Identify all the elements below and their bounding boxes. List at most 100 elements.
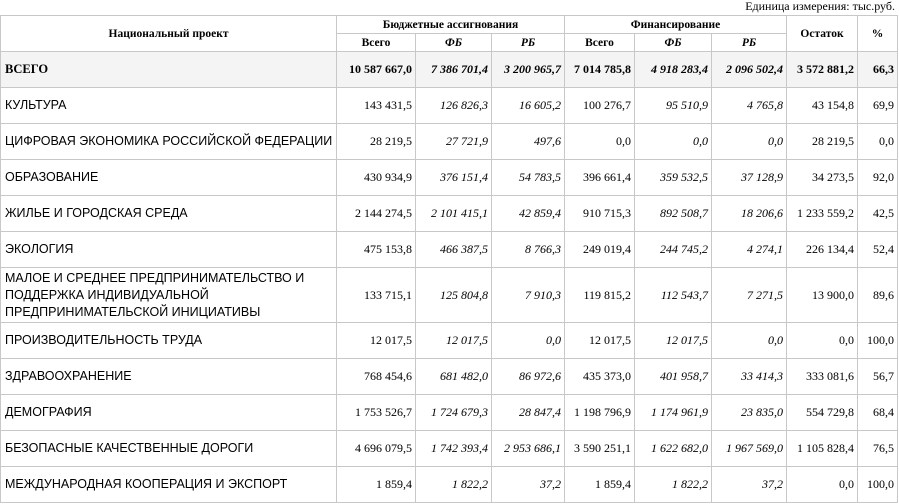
cell-rest: 0,0 [786, 322, 858, 359]
cell-b-total: 10 587 667,0 [336, 51, 416, 88]
cell-b-rb: 0,0 [491, 322, 565, 359]
table-row: ЦИФРОВАЯ ЭКОНОМИКА РОССИЙСКОЙ ФЕДЕРАЦИИ 2… [0, 123, 898, 160]
table-row: КУЛЬТУРА 143 431,5 126 826,3 16 605,2 100 27… [0, 87, 898, 124]
cell-b-total: 430 934,9 [336, 159, 416, 196]
cell-f-rb: 4 274,1 [711, 231, 787, 268]
cell-f-fb: 112 543,7 [634, 267, 712, 323]
header-project: Национальный проект [0, 15, 337, 52]
cell-b-fb: 125 804,8 [415, 267, 492, 323]
table-row: ЖИЛЬЕ И ГОРОДСКАЯ СРЕДА 2 144 274,5 2 101 … [0, 195, 898, 232]
cell-f-fb: 892 508,7 [634, 195, 712, 232]
header-remainder: Остаток [786, 15, 858, 52]
cell-f-total: 100 276,7 [564, 87, 635, 124]
cell-b-total: 28 219,5 [336, 123, 416, 160]
cell-b-fb: 466 387,5 [415, 231, 492, 268]
cell-rest: 0,0 [786, 466, 858, 503]
table-row: МАЛОЕ И СРЕДНЕЕ ПРЕДПРИНИМАТЕЛЬСТВО И ПО… [0, 267, 898, 323]
header-financing: Финансирование [564, 15, 787, 34]
table-row: ЭКОЛОГИЯ 475 153,8 466 387,5 8 766,3 249 019… [0, 231, 898, 268]
cell-rest: 333 081,6 [786, 358, 858, 395]
header-budget-fb: ФБ [415, 33, 492, 52]
cell-f-fb: 0,0 [634, 123, 712, 160]
cell-pct: 66,3 [857, 51, 898, 88]
cell-rest: 226 134,4 [786, 231, 858, 268]
cell-b-rb: 497,6 [491, 123, 565, 160]
cell-b-total: 1 859,4 [336, 466, 416, 503]
cell-rest: 554 729,8 [786, 394, 858, 431]
cell-f-total: 396 661,4 [564, 159, 635, 196]
cell-rest: 1 233 559,2 [786, 195, 858, 232]
header-percent: % [857, 15, 898, 52]
cell-b-total: 143 431,5 [336, 87, 416, 124]
project-name-cell: ЭКОЛОГИЯ [0, 231, 337, 268]
cell-pct: 0,0 [857, 123, 898, 160]
cell-pct: 56,7 [857, 358, 898, 395]
header-budget: Бюджетные ассигнования [336, 15, 565, 34]
table-row: БЕЗОПАСНЫЕ КАЧЕСТВЕННЫЕ ДОРОГИ 4 696 079,… [0, 430, 898, 467]
cell-f-total: 1 859,4 [564, 466, 635, 503]
cell-b-rb: 8 766,3 [491, 231, 565, 268]
cell-f-fb: 1 622 682,0 [634, 430, 712, 467]
cell-b-total: 2 144 274,5 [336, 195, 416, 232]
project-name-cell: ПРОИЗВОДИТЕЛЬНОСТЬ ТРУДА [0, 322, 337, 359]
header-budget-rb: РБ [491, 33, 565, 52]
project-name-cell: ЗДРАВООХРАНЕНИЕ [0, 358, 337, 395]
cell-b-fb: 681 482,0 [415, 358, 492, 395]
cell-f-rb: 2 096 502,4 [711, 51, 787, 88]
cell-b-fb: 1 822,2 [415, 466, 492, 503]
cell-f-total: 3 590 251,1 [564, 430, 635, 467]
cell-f-fb: 359 532,5 [634, 159, 712, 196]
cell-f-rb: 33 414,3 [711, 358, 787, 395]
cell-f-rb: 37 128,9 [711, 159, 787, 196]
cell-b-total: 1 753 526,7 [336, 394, 416, 431]
cell-rest: 28 219,5 [786, 123, 858, 160]
cell-b-rb: 54 783,5 [491, 159, 565, 196]
cell-pct: 92,0 [857, 159, 898, 196]
cell-pct: 100,0 [857, 322, 898, 359]
cell-f-fb: 1 174 961,9 [634, 394, 712, 431]
project-name-cell: ОБРАЗОВАНИЕ [0, 159, 337, 196]
unit-label: Единица измерения: тыс.руб. [745, 0, 895, 13]
table-row: ЗДРАВООХРАНЕНИЕ 768 454,6 681 482,0 86 972,… [0, 358, 898, 395]
cell-f-total: 249 019,4 [564, 231, 635, 268]
project-name-cell: ДЕМОГРАФИЯ [0, 394, 337, 431]
cell-b-total: 133 715,1 [336, 267, 416, 323]
cell-b-fb: 376 151,4 [415, 159, 492, 196]
cell-b-rb: 3 200 965,7 [491, 51, 565, 88]
cell-f-rb: 37,2 [711, 466, 787, 503]
cell-b-total: 4 696 079,5 [336, 430, 416, 467]
cell-b-fb: 1 724 679,3 [415, 394, 492, 431]
cell-pct: 76,5 [857, 430, 898, 467]
cell-b-total: 12 017,5 [336, 322, 416, 359]
cell-rest: 3 572 881,2 [786, 51, 858, 88]
cell-f-fb: 12 017,5 [634, 322, 712, 359]
cell-f-fb: 244 745,2 [634, 231, 712, 268]
cell-b-fb: 126 826,3 [415, 87, 492, 124]
cell-rest: 43 154,8 [786, 87, 858, 124]
cell-b-rb: 2 953 686,1 [491, 430, 565, 467]
table-row: ДЕМОГРАФИЯ 1 753 526,7 1 724 679,3 28 847,4… [0, 394, 898, 431]
project-name-cell: ВСЕГО [0, 51, 337, 88]
table-row: МЕЖДУНАРОДНАЯ КООПЕРАЦИЯ И ЭКСПОРТ 1 859,… [0, 466, 898, 503]
national-projects-table: Национальный проект Бюджетные ассигнован… [0, 15, 898, 503]
cell-rest: 34 273,5 [786, 159, 858, 196]
header-row-top: Национальный проект Бюджетные ассигнован… [0, 15, 898, 52]
cell-pct: 52,4 [857, 231, 898, 268]
cell-pct: 89,6 [857, 267, 898, 323]
cell-b-rb: 7 910,3 [491, 267, 565, 323]
project-name-cell: ЖИЛЬЕ И ГОРОДСКАЯ СРЕДА [0, 195, 337, 232]
project-name-cell: БЕЗОПАСНЫЕ КАЧЕСТВЕННЫЕ ДОРОГИ [0, 430, 337, 467]
cell-pct: 69,9 [857, 87, 898, 124]
project-name-cell: КУЛЬТУРА [0, 87, 337, 124]
cell-b-fb: 27 721,9 [415, 123, 492, 160]
cell-b-total: 475 153,8 [336, 231, 416, 268]
cell-pct: 100,0 [857, 466, 898, 503]
header-financing-total: Всего [564, 33, 635, 52]
header-financing-rb: РБ [711, 33, 787, 52]
cell-b-rb: 37,2 [491, 466, 565, 503]
cell-f-total: 910 715,3 [564, 195, 635, 232]
table-row: ПРОИЗВОДИТЕЛЬНОСТЬ ТРУДА 12 017,5 12 017,5… [0, 322, 898, 359]
cell-pct: 68,4 [857, 394, 898, 431]
cell-f-fb: 4 918 283,4 [634, 51, 712, 88]
cell-b-fb: 2 101 415,1 [415, 195, 492, 232]
